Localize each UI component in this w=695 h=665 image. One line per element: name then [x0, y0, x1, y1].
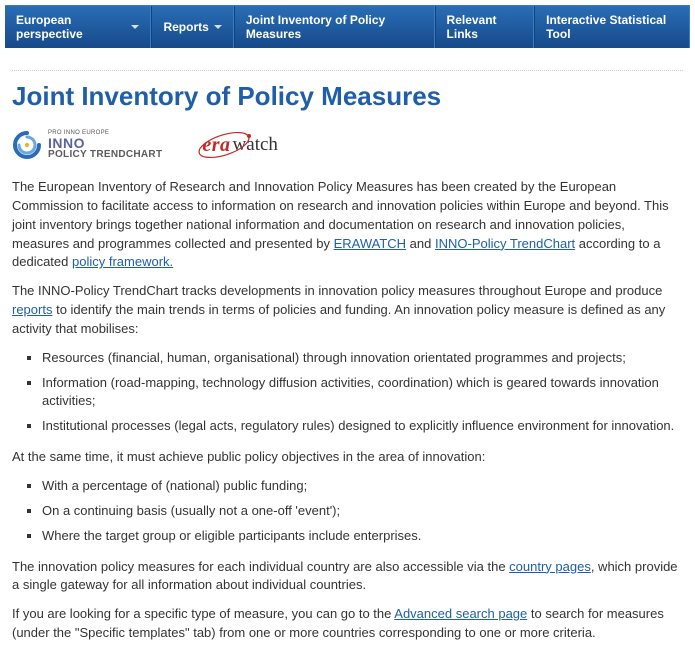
list-item: With a percentage of (national) public f… [42, 477, 683, 496]
nav-interactive-tool[interactable]: Interactive Statistical Tool [534, 6, 690, 48]
caret-down-icon [131, 25, 139, 29]
advanced-search-link[interactable]: Advanced search page [394, 606, 527, 621]
policy-framework-link[interactable]: policy framework. [72, 254, 173, 269]
logos-row: PRO INNO EUROPE INNO POLICY TRENDCHART e… [12, 130, 683, 160]
advanced-search-paragraph: If you are looking for a specific type o… [12, 605, 683, 643]
nav-reports[interactable]: Reports [151, 6, 233, 48]
reports-link[interactable]: reports [12, 302, 52, 317]
list-item: Resources (financial, human, organisatio… [42, 349, 683, 368]
era-text: era [202, 134, 230, 157]
country-pages-link[interactable]: country pages [509, 559, 591, 574]
nav-label: Reports [163, 20, 208, 34]
caret-down-icon [214, 25, 222, 29]
navbar: European perspective Reports Joint Inven… [5, 5, 690, 48]
objectives-paragraph: At the same time, it must achieve public… [12, 448, 683, 467]
watch-text: watch [233, 134, 278, 156]
content: Joint Inventory of Policy Measures PRO I… [0, 81, 695, 665]
text: The innovation policy measures for each … [12, 559, 509, 574]
nav-european-perspective[interactable]: European perspective [5, 6, 151, 48]
nav-relevant-links[interactable]: Relevant Links [435, 6, 535, 48]
erawatch-logo: erawatch [202, 134, 278, 157]
inno-policy-link[interactable]: INNO-Policy TrendChart [435, 236, 575, 251]
text: and [410, 236, 435, 251]
nav-label: Relevant Links [447, 13, 523, 41]
intro-paragraph-2: The INNO-Policy TrendChart tracks develo… [12, 282, 683, 339]
divider [12, 70, 683, 71]
nav-joint-inventory[interactable]: Joint Inventory of Policy Measures [234, 6, 435, 48]
list-item: Where the target group or eligible parti… [42, 527, 683, 546]
nav-label: European perspective [16, 13, 126, 41]
mobilises-list: Resources (financial, human, organisatio… [12, 349, 683, 436]
list-item: Institutional processes (legal acts, reg… [42, 417, 683, 436]
erawatch-link[interactable]: ERAWATCH [334, 236, 406, 251]
nav-label: Interactive Statistical Tool [546, 13, 678, 41]
page-title: Joint Inventory of Policy Measures [12, 81, 683, 112]
text: The INNO-Policy TrendChart tracks develo… [12, 283, 662, 298]
list-item: Information (road-mapping, technology di… [42, 374, 683, 412]
nav-label: Joint Inventory of Policy Measures [246, 13, 423, 41]
swirl-icon [12, 130, 42, 160]
text: If you are looking for a specific type o… [12, 606, 394, 621]
inno-policy-logo: PRO INNO EUROPE INNO POLICY TRENDCHART [12, 130, 162, 160]
intro-paragraph-1: The European Inventory of Research and I… [12, 178, 683, 272]
text: to identify the main trends in terms of … [12, 302, 665, 336]
objectives-list: With a percentage of (national) public f… [12, 477, 683, 546]
logo-pt-text: POLICY TRENDCHART [48, 150, 162, 160]
list-item: On a continuing basis (usually not a one… [42, 502, 683, 521]
logo-inno-text: INNO [48, 136, 162, 150]
country-pages-paragraph: The innovation policy measures for each … [12, 558, 683, 596]
